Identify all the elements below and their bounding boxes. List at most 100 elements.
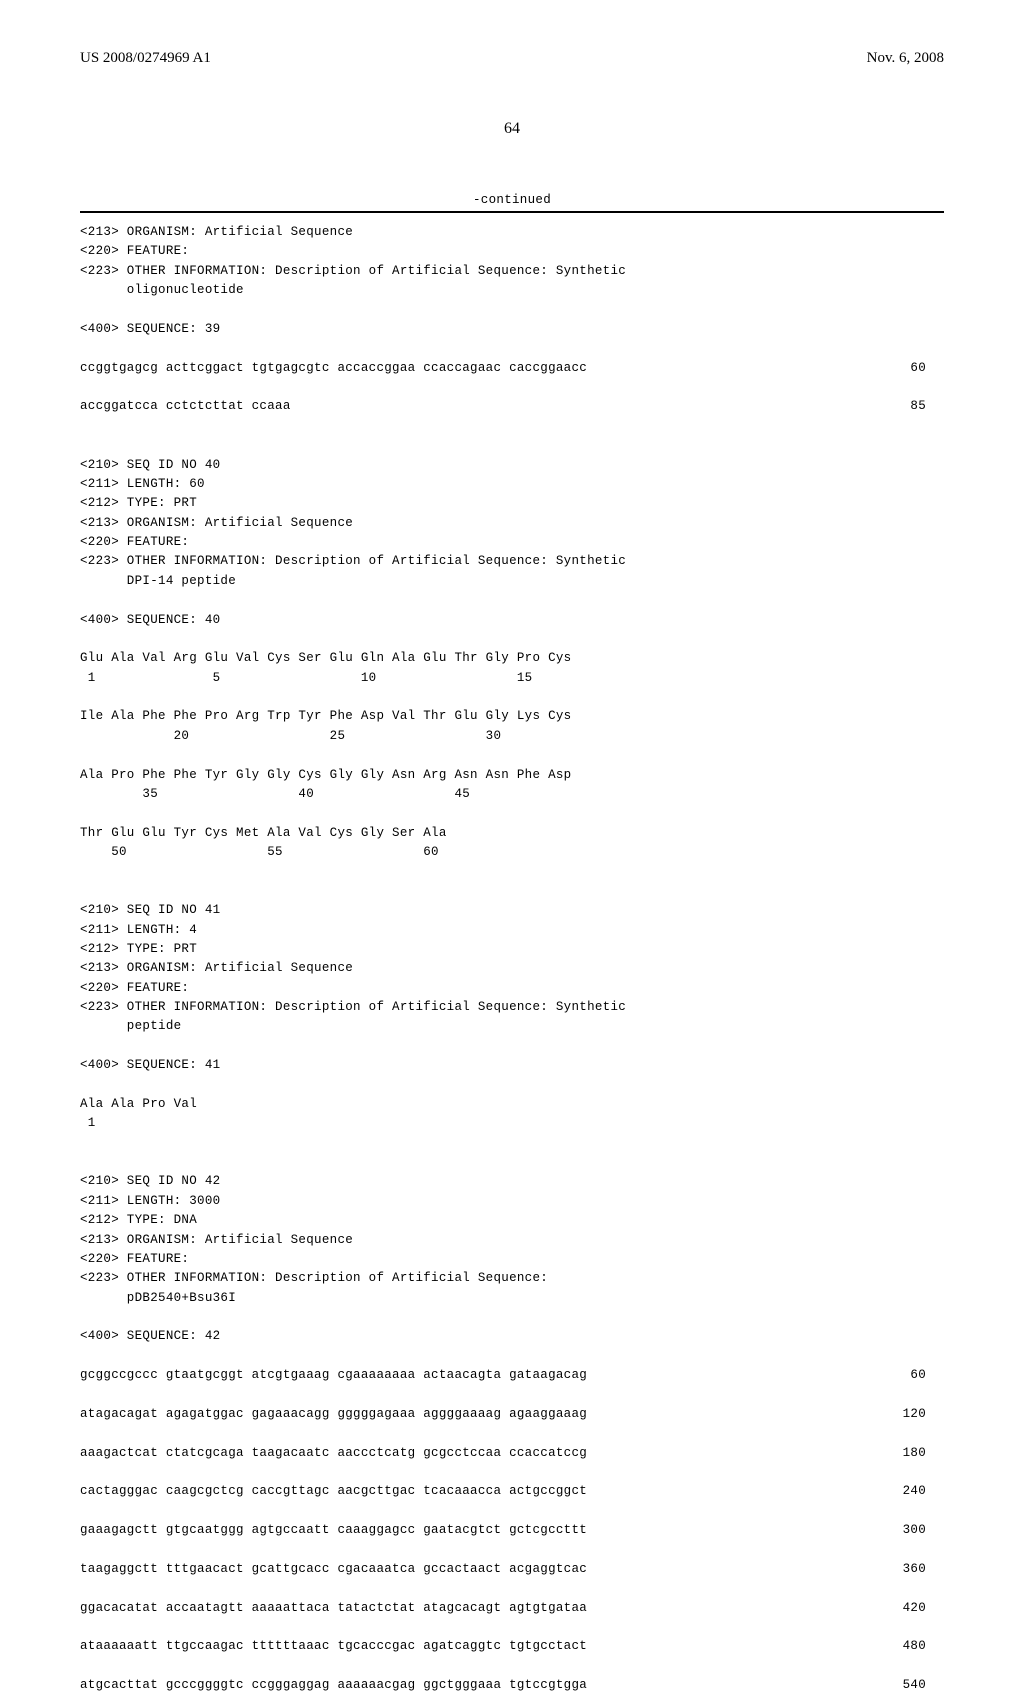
- sequence-line: [80, 339, 944, 358]
- sequence-row: cactagggac caagcgctcg caccgttagc aacgctt…: [80, 1482, 944, 1501]
- sequence-line: oligonucleotide: [80, 281, 944, 300]
- sequence-line: <400> SEQUENCE: 40: [80, 611, 944, 630]
- sequence-position: 120: [879, 1405, 944, 1424]
- sequence-line: <210> SEQ ID NO 41: [80, 901, 944, 920]
- sequence-position: [902, 1463, 944, 1482]
- sequence-line: [80, 1347, 944, 1366]
- sequence-line: [80, 1153, 944, 1172]
- sequence-line: <212> TYPE: DNA: [80, 1211, 944, 1230]
- sequence-line: <400> SEQUENCE: 39: [80, 320, 944, 339]
- sequence-position: [902, 1579, 944, 1598]
- continued-label: -continued: [80, 193, 944, 207]
- sequence-line: <220> FEATURE:: [80, 979, 944, 998]
- sequence-position: 85: [886, 397, 944, 416]
- sequence-position: 240: [879, 1482, 944, 1501]
- sequence-position: 420: [879, 1599, 944, 1618]
- sequence-content: [80, 1463, 88, 1482]
- sequence-line: peptide: [80, 1017, 944, 1036]
- sequence-content: atagacagat agagatggac gagaaacagg gggggag…: [80, 1405, 587, 1424]
- sequence-content: [80, 1386, 88, 1405]
- sequence-line: [80, 804, 944, 823]
- sequence-position: [902, 1541, 944, 1560]
- sequence-line: Ala Ala Pro Val: [80, 1095, 944, 1114]
- sequence-content: aaagactcat ctatcgcaga taagacaatc aaccctc…: [80, 1444, 587, 1463]
- sequence-line: [80, 688, 944, 707]
- sequence-position: [902, 1618, 944, 1637]
- sequence-line: [80, 436, 944, 455]
- sequence-line: <223> OTHER INFORMATION: Description of …: [80, 262, 944, 281]
- sequence-row: taagaggctt tttgaacact gcattgcacc cgacaaa…: [80, 1560, 944, 1579]
- sequence-position: 300: [879, 1521, 944, 1540]
- sequence-row: gaaagagctt gtgcaatggg agtgccaatt caaagga…: [80, 1521, 944, 1540]
- document-number: US 2008/0274969 A1: [80, 50, 211, 67]
- sequence-line: Thr Glu Glu Tyr Cys Met Ala Val Cys Gly …: [80, 824, 944, 843]
- sequence-row: ggacacatat accaatagtt aaaaattaca tatactc…: [80, 1599, 944, 1618]
- sequence-row: gcggccgccc gtaatgcggt atcgtgaaag cgaaaaa…: [80, 1366, 944, 1385]
- sequence-line: Ala Pro Phe Phe Tyr Gly Gly Cys Gly Gly …: [80, 766, 944, 785]
- sequence-line: [80, 1076, 944, 1095]
- sequence-content: gaaagagctt gtgcaatggg agtgccaatt caaagga…: [80, 1521, 587, 1540]
- sequence-content: [80, 1424, 88, 1443]
- sequence-line: [80, 1134, 944, 1153]
- sequence-content: cactagggac caagcgctcg caccgttagc aacgctt…: [80, 1482, 587, 1501]
- sequence-row: [80, 1579, 944, 1598]
- sequence-line: DPI-14 peptide: [80, 572, 944, 591]
- sequence-line: [80, 1308, 944, 1327]
- document-date: Nov. 6, 2008: [867, 50, 944, 67]
- divider: [80, 211, 944, 213]
- sequence-line: <213> ORGANISM: Artificial Sequence: [80, 1231, 944, 1250]
- sequence-line: <400> SEQUENCE: 41: [80, 1056, 944, 1075]
- sequence-content: ccggtgagcg acttcggact tgtgagcgtc accaccg…: [80, 359, 587, 378]
- sequence-line: <223> OTHER INFORMATION: Description of …: [80, 552, 944, 571]
- sequence-line: <223> OTHER INFORMATION: Description of …: [80, 998, 944, 1017]
- sequence-line: [80, 862, 944, 881]
- sequence-content: gcggccgccc gtaatgcggt atcgtgaaag cgaaaaa…: [80, 1366, 587, 1385]
- sequence-row: [80, 1424, 944, 1443]
- sequence-line: <400> SEQUENCE: 42: [80, 1327, 944, 1346]
- sequence-position: [902, 1424, 944, 1443]
- sequence-line: <211> LENGTH: 4: [80, 921, 944, 940]
- sequence-line: <220> FEATURE:: [80, 242, 944, 261]
- sequence-line: <210> SEQ ID NO 42: [80, 1172, 944, 1191]
- sequence-line: [80, 746, 944, 765]
- sequence-position: 60: [886, 359, 944, 378]
- sequence-content: ggacacatat accaatagtt aaaaattaca tatactc…: [80, 1599, 587, 1618]
- sequence-position: [902, 1502, 944, 1521]
- sequence-line: [80, 630, 944, 649]
- sequence-line: <211> LENGTH: 3000: [80, 1192, 944, 1211]
- sequence-line: [80, 882, 944, 901]
- sequence-position: [902, 1386, 944, 1405]
- sequence-line: <211> LENGTH: 60: [80, 475, 944, 494]
- sequence-row: [80, 1502, 944, 1521]
- sequence-row: atagacagat agagatggac gagaaacagg gggggag…: [80, 1405, 944, 1424]
- sequence-row: atgcacttat gcccggggtc ccgggaggag aaaaaac…: [80, 1676, 944, 1695]
- page-header: US 2008/0274969 A1 Nov. 6, 2008: [80, 50, 944, 80]
- sequence-content: ataaaaaatt ttgccaagac ttttttaaac tgcaccc…: [80, 1637, 587, 1656]
- page-number: 64: [80, 120, 944, 138]
- sequence-row: [80, 1657, 944, 1676]
- sequence-position: 540: [879, 1676, 944, 1695]
- sequence-content: [80, 1502, 88, 1521]
- sequence-line: <213> ORGANISM: Artificial Sequence: [80, 514, 944, 533]
- sequence-row: accggatcca cctctcttat ccaaa 85: [80, 397, 944, 416]
- sequence-line: Glu Ala Val Arg Glu Val Cys Ser Glu Gln …: [80, 649, 944, 668]
- sequence-position: 180: [879, 1444, 944, 1463]
- sequence-line: [80, 301, 944, 320]
- sequence-line: Ile Ala Phe Phe Pro Arg Trp Tyr Phe Asp …: [80, 707, 944, 726]
- sequence-row: [80, 1463, 944, 1482]
- sequence-line: [80, 1037, 944, 1056]
- sequence-line: [80, 591, 944, 610]
- sequence-content: accggatcca cctctcttat ccaaa: [80, 397, 291, 416]
- sequence-row: ataaaaaatt ttgccaagac ttttttaaac tgcaccc…: [80, 1637, 944, 1656]
- sequence-content: atgcacttat gcccggggtc ccgggaggag aaaaaac…: [80, 1676, 587, 1695]
- sequence-position: 60: [886, 1366, 944, 1385]
- sequence-row: ccggtgagcg acttcggact tgtgagcgtc accaccg…: [80, 359, 944, 378]
- sequence-position: 360: [879, 1560, 944, 1579]
- sequence-line: <212> TYPE: PRT: [80, 940, 944, 959]
- sequence-line: <210> SEQ ID NO 40: [80, 456, 944, 475]
- sequence-row: [80, 1541, 944, 1560]
- sequence-line: 1 5 10 15: [80, 669, 944, 688]
- sequence-line: <220> FEATURE:: [80, 533, 944, 552]
- sequence-content: [80, 1579, 88, 1598]
- sequence-line: 50 55 60: [80, 843, 944, 862]
